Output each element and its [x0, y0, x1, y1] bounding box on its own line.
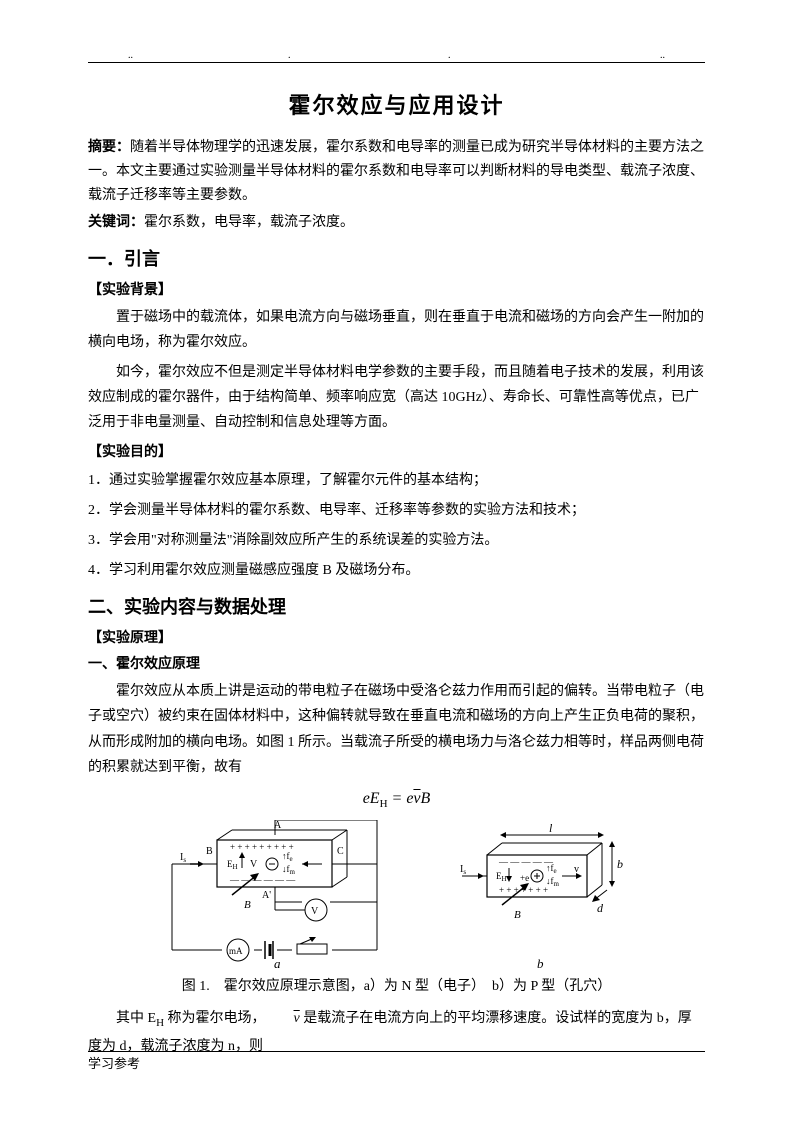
svg-text:V: V — [250, 859, 258, 870]
objective-4: 4．学习利用霍尔效应测量磁感应强度 B 及磁场分布。 — [88, 557, 705, 585]
footer-text: 学习参考 — [88, 1053, 140, 1072]
objective-2: 2．学会测量半导体材料的霍尔系数、电导率、迁移率等参数的实验方法和技术； — [88, 497, 705, 525]
keywords: 关键词：霍尔系数，电导率，载流子浓度。 — [88, 211, 705, 235]
svg-text:Is: Is — [460, 864, 466, 876]
svg-text:a: a — [274, 956, 281, 970]
svg-text:d: d — [597, 901, 604, 915]
objective-1: 1．通过实验掌握霍尔效应基本原理，了解霍尔元件的基本结构； — [88, 467, 705, 495]
equation-1: eEH = evB — [88, 790, 705, 810]
p2-sub: H — [156, 1017, 164, 1029]
figure-1: + + + + + + + + + — — — — — — A B C A' E… — [88, 820, 705, 970]
figure-1a: + + + + + + + + + — — — — — — A B C A' E… — [162, 820, 392, 970]
svg-text:b: b — [537, 956, 544, 970]
objectives-label: 【实验目的】 — [88, 441, 705, 461]
principle-label: 【实验原理】 — [88, 627, 705, 647]
background-p1: 置于磁场中的载流体，如果电流方向与磁场垂直，则在垂直于电流和磁场的方向会产生一附… — [88, 305, 705, 355]
svg-text:Is: Is — [180, 852, 186, 864]
abstract-label: 摘要： — [88, 140, 130, 155]
objective-3: 3．学会用"对称测量法"消除副效应所产生的系统误差的实验方法。 — [88, 527, 705, 555]
header-line: . . .. — [88, 62, 705, 63]
svg-text:b: b — [617, 857, 623, 871]
p2-pre: 其中 E — [116, 1011, 156, 1026]
svg-text:B⃗: B⃗ — [514, 909, 529, 921]
abstract: 摘要：随着半导体物理学的迅速发展，霍尔系数和电导率的测量已成为研究半导体材料的主… — [88, 136, 705, 207]
svg-text:v: v — [574, 864, 579, 875]
svg-text:mA: mA — [229, 946, 243, 956]
svg-text:l: l — [549, 821, 553, 835]
abstract-text: 随着半导体物理学的迅速发展，霍尔系数和电导率的测量已成为研究半导体材料的主要方法… — [88, 140, 704, 203]
svg-text:V: V — [311, 906, 319, 917]
section2-heading: 二、实验内容与数据处理 — [88, 593, 705, 619]
page-title: 霍尔效应与应用设计 — [88, 88, 705, 120]
background-p2: 如今，霍尔效应不但是测定半导体材料电学参数的主要手段，而且随着电子技术的发展，利… — [88, 360, 705, 436]
section1-heading: 一．引言 — [88, 245, 705, 271]
svg-text:— — — — — —: — — — — — — — [229, 875, 296, 885]
svg-text:C: C — [337, 846, 344, 857]
keywords-text: 霍尔系数，电导率，载流子浓度。 — [144, 215, 354, 230]
p2-vbar: v — [266, 1006, 300, 1031]
footer-line — [88, 1051, 705, 1052]
background-label: 【实验背景】 — [88, 279, 705, 299]
svg-text:A': A' — [262, 890, 271, 901]
svg-text:B⃗: B⃗ — [244, 899, 259, 911]
sub1-heading: 一、霍尔效应原理 — [88, 653, 705, 673]
figure-1-caption: 图 1. 霍尔效应原理示意图，a）为 N 型（电子） b）为 P 型（孔穴） — [88, 976, 705, 998]
principle-p1: 霍尔效应从本质上讲是运动的带电粒子在磁场中受洛仑兹力作用而引起的偏转。当带电粒子… — [88, 679, 705, 780]
p2-mid: 称为霍尔电场， — [164, 1011, 266, 1026]
svg-text:+e: +e — [520, 873, 529, 883]
svg-text:B: B — [206, 846, 213, 857]
figure-1b: — — — — — + + + + + + + +e EH ↑fe ↓fm v … — [452, 820, 632, 970]
keywords-label: 关键词： — [88, 215, 144, 230]
